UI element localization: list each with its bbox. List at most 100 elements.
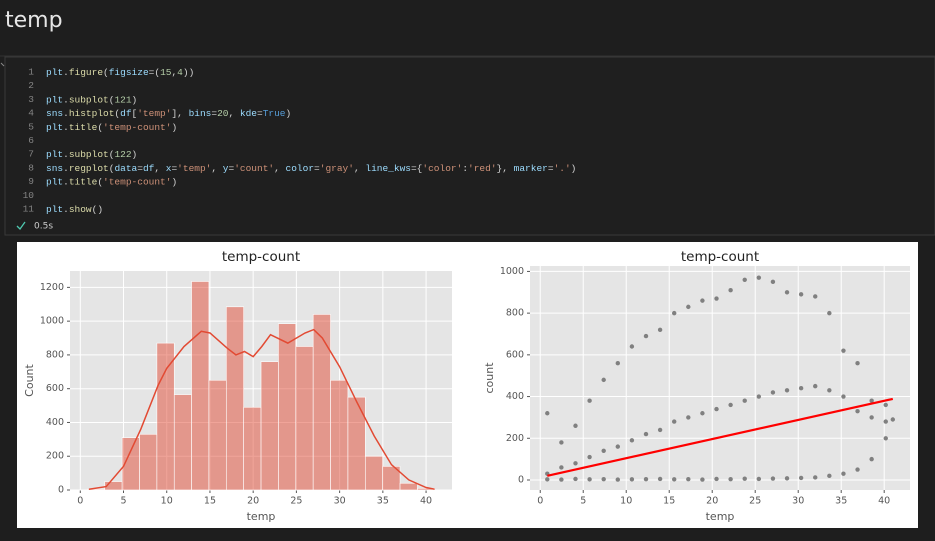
point	[714, 406, 719, 412]
point	[587, 398, 592, 403]
chart-title: temp-count	[681, 249, 759, 265]
point	[700, 477, 705, 482]
point	[883, 402, 888, 408]
bar	[156, 342, 175, 491]
x-tick-label: 0	[537, 496, 543, 507]
point	[629, 477, 635, 482]
point	[629, 344, 635, 349]
code-line: plt.show()	[46, 204, 103, 215]
x-tick-label: 25	[749, 496, 761, 507]
x-tick-label: 10	[620, 496, 632, 507]
x-axis-label: temp	[706, 510, 735, 523]
point	[869, 398, 874, 403]
x-tick-label: 15	[663, 496, 675, 507]
point	[770, 476, 776, 481]
y-axis-label: Count	[23, 363, 36, 396]
point	[770, 279, 776, 285]
y-tick-label: 0	[518, 474, 524, 485]
point	[615, 477, 620, 482]
point	[657, 476, 663, 482]
y-tick-label: 0	[58, 485, 64, 496]
point	[573, 423, 578, 428]
bar	[191, 281, 210, 491]
line-number: 3	[28, 94, 34, 105]
point	[827, 473, 832, 479]
line-number: 8	[28, 162, 34, 173]
point	[841, 348, 846, 353]
point	[629, 438, 635, 443]
success-icon	[16, 221, 26, 231]
y-axis-label: count	[483, 362, 496, 394]
bar	[330, 379, 349, 491]
point	[672, 477, 677, 482]
bar	[225, 306, 244, 491]
code-line: plt.subplot(121)	[46, 94, 137, 105]
x-axis-label: temp	[247, 510, 276, 523]
point	[798, 475, 804, 481]
x-tick-label: 20	[247, 496, 259, 507]
point	[890, 417, 896, 422]
point	[643, 333, 649, 339]
code-line: sns.histplot(df['temp'], bins=20, kde=Tr…	[46, 108, 291, 119]
point	[672, 310, 677, 316]
point	[587, 454, 592, 460]
point	[855, 408, 860, 414]
code-line: plt.title('temp-count')	[46, 176, 177, 187]
point	[657, 327, 663, 333]
point	[587, 477, 592, 482]
point	[869, 415, 874, 420]
x-tick-label: 15	[204, 496, 216, 507]
x-tick-label: 40	[420, 496, 432, 507]
point	[573, 476, 578, 482]
point	[813, 294, 818, 299]
point	[643, 476, 649, 482]
cell-marker	[0, 62, 5, 67]
x-tick-label: 10	[161, 496, 173, 507]
bar	[364, 455, 383, 491]
point	[798, 386, 804, 391]
bar	[295, 346, 314, 491]
point	[827, 310, 832, 316]
point	[643, 431, 649, 437]
y-tick-label: 200	[46, 451, 64, 462]
bar	[243, 406, 262, 491]
y-tick-label: 1200	[40, 282, 64, 293]
point	[784, 388, 790, 393]
point	[728, 476, 733, 482]
code-cell[interactable]	[4, 56, 935, 236]
point	[841, 471, 846, 476]
point	[559, 477, 564, 482]
exec-time: 0.5s	[34, 222, 53, 232]
x-tick-label: 30	[792, 496, 804, 507]
x-tick-label: 40	[878, 496, 890, 507]
point	[714, 296, 719, 301]
y-tick-label: 800	[506, 308, 524, 319]
bar	[347, 396, 366, 491]
y-tick-label: 200	[506, 433, 524, 444]
bar	[312, 314, 331, 491]
point	[601, 448, 606, 453]
plot-area	[530, 266, 910, 490]
point	[700, 298, 705, 303]
point	[545, 411, 550, 416]
point	[700, 411, 705, 416]
point	[756, 394, 762, 399]
line-number: 7	[28, 149, 34, 160]
markdown-heading: temp	[5, 8, 63, 33]
point	[686, 415, 691, 420]
point	[813, 383, 818, 389]
line-number: 11	[23, 204, 35, 215]
code-line: plt.subplot(122)	[46, 149, 137, 160]
y-tick-label: 800	[46, 349, 64, 360]
y-tick-label: 1000	[40, 316, 64, 327]
x-tick-label: 30	[334, 496, 346, 507]
bar	[417, 488, 436, 491]
x-tick-label: 20	[706, 496, 718, 507]
line-number: 9	[28, 176, 34, 187]
bar	[278, 323, 297, 491]
y-tick-label: 400	[506, 391, 524, 402]
point	[728, 402, 733, 408]
point	[615, 360, 620, 366]
point	[784, 290, 790, 295]
